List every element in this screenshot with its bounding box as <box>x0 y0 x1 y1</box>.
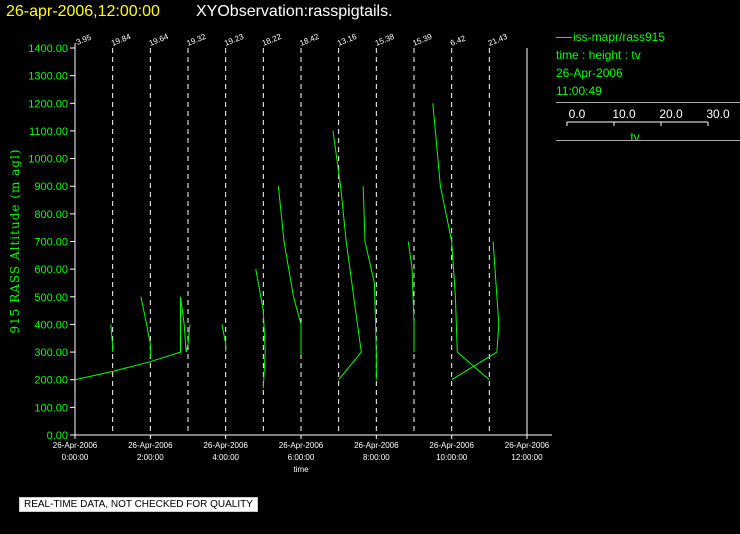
x-axis-label: time <box>293 465 309 474</box>
x-tick-date: 26-Apr-2006 <box>354 441 399 450</box>
profile-label: 19.84 <box>110 32 132 48</box>
x-tick-date: 26-Apr-2006 <box>505 441 550 450</box>
scale-tick-label: 0.0 <box>569 107 586 121</box>
y-axis-label: 915 RASS Altitude (m agl) <box>8 148 22 333</box>
profile-label: 15.39 <box>411 32 433 48</box>
x-tick-date: 26-Apr-2006 <box>128 441 173 450</box>
x-tick-date: 26-Apr-2006 <box>429 441 474 450</box>
profile-label: 19.23 <box>223 32 245 48</box>
x-tick-time: 8:00:00 <box>363 453 390 462</box>
profile-label: 15.38 <box>374 32 396 48</box>
y-tick-label: 100.00 <box>34 402 68 414</box>
x-tick-time: 0:00:00 <box>62 453 89 462</box>
legend-separator-bottom <box>556 140 740 141</box>
profile-label: 6.42 <box>449 33 467 47</box>
y-tick-label: 300.00 <box>34 347 68 359</box>
y-tick-label: 400.00 <box>34 319 68 331</box>
series-line <box>221 324 227 353</box>
y-tick-label: 1100.00 <box>29 126 68 138</box>
profile-label: 18.42 <box>298 32 320 48</box>
scale-ticks: 0.0 10.0 20.0 30.0 <box>566 107 730 126</box>
y-tick-label: 1300.00 <box>28 71 68 83</box>
y-tick-label: 0.00 <box>47 430 68 442</box>
y-tick-label: 600.00 <box>34 264 68 276</box>
series-line <box>277 186 302 355</box>
chart-title: XYObservation:rasspigtails. <box>196 3 393 20</box>
y-tick-label: 1200.00 <box>28 98 68 110</box>
y-tick-label: 800.00 <box>34 209 68 221</box>
x-tick-date: 26-Apr-2006 <box>279 441 324 450</box>
axes: 0.00 100.00 200.00 300.00 400.00 500.00 600.00… <box>28 43 552 462</box>
x-tick-date: 26-Apr-2006 <box>203 441 248 450</box>
legend-color-scale: 0.0 10.0 20.0 30.0 tv <box>566 107 730 144</box>
series-line <box>451 241 500 381</box>
profile-label: 19.64 <box>148 32 170 48</box>
legend-variables: time : height : tv <box>556 48 641 62</box>
series-line <box>110 324 114 353</box>
series-line <box>255 269 266 389</box>
y-tick-label: 500.00 <box>34 292 68 304</box>
series-line <box>432 103 490 381</box>
y-tick-label: 1400.00 <box>28 43 68 55</box>
y-tick-label: 700.00 <box>34 237 68 249</box>
legend-series-name: iss-mapr/rass915 <box>573 30 666 44</box>
scale-tick-label: 10.0 <box>612 107 636 121</box>
legend-time: 11:00:49 <box>556 84 602 98</box>
series-layer <box>74 103 500 389</box>
y-tick-label: 200.00 <box>34 375 68 387</box>
profile-label: 13.16 <box>336 32 358 48</box>
profile-label: 21.43 <box>487 32 509 48</box>
scale-tick-label: 30.0 <box>706 107 730 121</box>
scale-label: tv <box>630 130 639 144</box>
scale-tick-label: 20.0 <box>659 107 683 121</box>
series-line-icon <box>556 37 572 39</box>
x-tick-time: 4:00:00 <box>212 453 239 462</box>
profile-label: 18.22 <box>261 32 283 48</box>
quality-disclaimer: REAL-TIME DATA, NOT CHECKED FOR QUALITY <box>19 497 258 512</box>
legend-separator-top <box>556 102 740 103</box>
series-line <box>407 241 415 353</box>
series-line <box>140 296 151 358</box>
x-tick-time: 12:00:00 <box>511 453 543 462</box>
series-line <box>362 186 377 380</box>
x-tick-date: 26-Apr-2006 <box>53 441 98 450</box>
y-tick-label: 900.00 <box>34 181 68 193</box>
legend: iss-mapr/rass915 time : height : tv 26-A… <box>556 28 740 100</box>
x-tick-time: 10:00:00 <box>436 453 468 462</box>
x-tick-time: 6:00:00 <box>288 453 315 462</box>
legend-date: 26-Apr-2006 <box>556 66 623 80</box>
profile-label: 19.32 <box>185 32 207 48</box>
series-line <box>332 130 362 381</box>
profile-grid: -3.95 19.84 19.64 19.32 19.23 18.22 18.42 13.16… <box>72 32 528 435</box>
x-tick-time: 2:00:00 <box>137 453 164 462</box>
chart-date-title: 26-apr-2006,12:00:00 <box>6 3 160 20</box>
y-tick-label: 1000.00 <box>28 154 68 166</box>
legend-series: iss-mapr/rass915 <box>556 28 740 46</box>
series-line <box>74 296 191 381</box>
